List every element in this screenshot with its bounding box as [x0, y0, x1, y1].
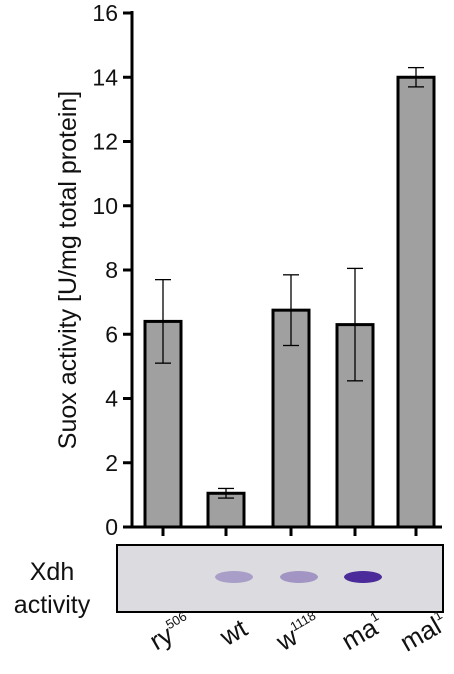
category-label-0: ry506	[144, 608, 197, 656]
error-bar-4	[408, 66, 424, 88]
y-tick-label-8: 8	[105, 257, 118, 283]
y-tick-label-10: 10	[92, 193, 118, 219]
y-tick-label-4: 4	[105, 386, 118, 412]
category-label-2: w1118	[270, 608, 326, 657]
category-label-1: wt	[214, 612, 253, 652]
y-tick-label-12: 12	[92, 129, 118, 155]
y-tick-label-0: 0	[105, 514, 118, 540]
error-bar-1	[218, 487, 234, 499]
bar-2	[271, 308, 311, 529]
category-labels: ry506 wt w1118 ma1 mal1	[144, 607, 453, 658]
blot-panel	[116, 544, 444, 613]
category-label-base-1: wt	[214, 612, 253, 652]
y-tick-label-16: 16	[92, 0, 118, 26]
y-tick-label-2: 2	[105, 450, 118, 476]
y-axis: 0 2 4 6 8 10 12 14 16	[92, 0, 442, 540]
blot-label-line1: Xdh	[30, 558, 74, 586]
error-bars	[155, 66, 424, 499]
error-bar-0	[155, 278, 171, 364]
y-axis-title: Suox activity [U/mg total protein]	[54, 91, 82, 449]
y-tick-label-14: 14	[92, 64, 118, 90]
bars	[143, 75, 436, 529]
y-tick-label-6: 6	[105, 321, 118, 347]
category-label-3: ma1	[336, 608, 389, 656]
blot-band-2	[280, 571, 318, 583]
blot-band-3	[344, 571, 382, 583]
blot-label-line2: activity	[14, 591, 91, 619]
error-bar-3	[347, 267, 363, 382]
category-label-4: mal1	[395, 607, 453, 658]
blot-band-1	[215, 571, 253, 583]
error-bar-2	[283, 274, 299, 347]
bar-4	[396, 75, 436, 529]
xdh-activity-blot	[116, 544, 444, 613]
